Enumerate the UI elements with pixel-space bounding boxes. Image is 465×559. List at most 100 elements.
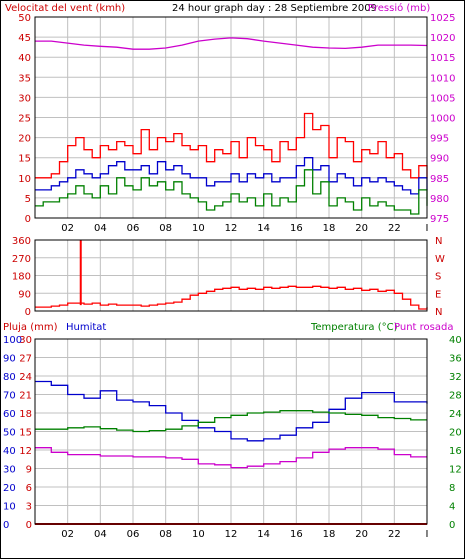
- x-tick-label: I: [426, 529, 429, 540]
- direction-tick-label: 360: [12, 236, 31, 247]
- rain-tick-label: 3: [26, 502, 32, 513]
- wind-panel-frame: [34, 16, 428, 219]
- series-average: [35, 157, 428, 195]
- pressure-tick-label: 1020: [430, 33, 455, 44]
- x-tick-label: 18: [323, 223, 336, 234]
- series-direction: [35, 285, 428, 310]
- humidity-tick-label: 40: [3, 446, 16, 457]
- humidity-tick-label: 100: [3, 335, 22, 346]
- rain-tick-label: 27: [19, 354, 32, 365]
- series-humidity: [35, 380, 428, 442]
- humidity-tick-label: 60: [3, 409, 16, 420]
- compass-tick-label: W: [435, 254, 445, 265]
- x-tick-label: 12: [225, 223, 238, 234]
- rain-tick-label: 21: [19, 391, 32, 402]
- humidity-panel-frame: [34, 338, 428, 525]
- wind-tick-label: 45: [18, 33, 31, 44]
- series-dewpoint: [35, 447, 427, 469]
- pressure-tick-label: 990: [430, 154, 449, 165]
- chart-title: 24 hour graph day : 28 Septiembre 2009: [172, 3, 377, 14]
- x-tick-label: 20: [355, 223, 368, 234]
- x-tick-label: 04: [94, 529, 107, 540]
- wind-tick-label: 15: [18, 154, 31, 165]
- temperature-tick-label: 16: [449, 446, 462, 457]
- temperature-tick-label: 0: [449, 520, 455, 531]
- temperature-tick-label: 12: [449, 465, 462, 476]
- rain-tick-label: 30: [19, 335, 32, 346]
- x-tick-label: 04: [94, 223, 107, 234]
- x-tick-label: 22: [388, 223, 401, 234]
- rain-tick-label: 18: [19, 409, 32, 420]
- rain-tick-label: 0: [26, 520, 32, 531]
- direction-tick-label: 270: [12, 254, 31, 265]
- x-tick-label: 20: [355, 529, 368, 540]
- rain-tick-label: 15: [19, 428, 32, 439]
- temperature-label: Temperatura (°C): [310, 322, 398, 333]
- temperature-tick-label: 8: [449, 483, 455, 494]
- x-tick-label: 18: [323, 529, 336, 540]
- temperature-tick-label: 24: [449, 409, 462, 420]
- rain-tick-label: 9: [26, 465, 32, 476]
- pressure-tick-label: 1005: [430, 93, 455, 104]
- wind-tick-label: 30: [18, 93, 31, 104]
- series-gust: [35, 112, 428, 179]
- compass-tick-label: S: [435, 272, 441, 283]
- rain-tick-label: 12: [19, 446, 32, 457]
- x-tick-label: 10: [192, 223, 205, 234]
- x-tick-label: 16: [290, 223, 303, 234]
- pressure-tick-label: 975: [430, 214, 449, 225]
- temperature-tick-label: 36: [449, 354, 462, 365]
- humidity-tick-label: 70: [3, 391, 16, 402]
- x-tick-label: 10: [192, 529, 205, 540]
- wind-speed-label: Velocitat del vent (kmh): [5, 3, 125, 14]
- rain-label: Pluja (mm): [3, 322, 58, 333]
- x-tick-label: 14: [257, 529, 270, 540]
- wind-tick-label: 10: [18, 174, 31, 185]
- compass-tick-label: N: [435, 307, 442, 318]
- x-tick-label: 02: [61, 223, 74, 234]
- direction-panel-frame: [34, 239, 428, 312]
- wind-tick-label: 35: [18, 73, 31, 84]
- pressure-label: Pressió (mb): [368, 2, 430, 14]
- rain-tick-label: 24: [19, 372, 32, 383]
- x-tick-label: 16: [290, 529, 303, 540]
- x-tick-label: 02: [61, 529, 74, 540]
- humidity-tick-label: 80: [3, 372, 16, 383]
- humidity-tick-label: 20: [3, 483, 16, 494]
- wind-tick-label: 5: [25, 194, 31, 205]
- pressure-tick-label: 1025: [430, 13, 455, 24]
- humidity-tick-label: 10: [3, 502, 16, 513]
- series-pressure: [35, 37, 428, 50]
- x-tick-label: I: [426, 223, 429, 234]
- direction-tick-label: 90: [18, 289, 31, 300]
- rain-tick-label: 6: [26, 483, 32, 494]
- pressure-tick-label: 1010: [430, 73, 455, 84]
- humidity-tick-label: 30: [3, 465, 16, 476]
- wind-tick-label: 0: [25, 214, 31, 225]
- temperature-tick-label: 4: [449, 502, 455, 513]
- humidity-tick-label: 50: [3, 428, 16, 439]
- pressure-tick-label: 980: [430, 194, 449, 205]
- humidity-tick-label: 90: [3, 354, 16, 365]
- pressure-tick-label: 1015: [430, 53, 455, 64]
- pressure-tick-label: 985: [430, 174, 449, 185]
- x-tick-label: 06: [127, 223, 140, 234]
- wind-tick-label: 50: [18, 13, 31, 24]
- x-tick-label: 08: [159, 223, 172, 234]
- direction-tick-label: 180: [12, 272, 31, 283]
- x-tick-label: 22: [388, 529, 401, 540]
- compass-tick-label: N: [435, 236, 442, 247]
- series-temperature: [35, 410, 427, 433]
- pressure-tick-label: 1000: [430, 114, 455, 125]
- direction-tick-label: 0: [25, 307, 31, 318]
- wind-tick-label: 25: [18, 114, 31, 125]
- x-tick-label: 14: [257, 223, 270, 234]
- dewpoint-label: Punt rosada: [394, 322, 453, 333]
- compass-tick-label: E: [435, 289, 441, 300]
- humidity-label: Humitat: [66, 322, 106, 333]
- series-minimum: [35, 169, 428, 215]
- humidity-tick-label: 0: [3, 520, 9, 531]
